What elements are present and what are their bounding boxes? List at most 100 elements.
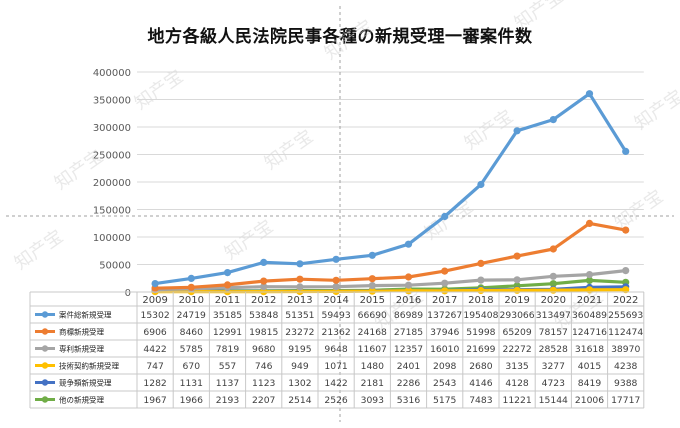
watermark-text: 知产宝 [461,106,517,154]
table-cell: 15144 [539,395,568,406]
watermark-text: 知产宝 [611,186,667,234]
table-cell: 21699 [466,344,495,355]
table-cell: 22272 [502,344,531,355]
data-point [223,269,232,277]
table-cell: 2526 [324,395,348,406]
table-cell: 1137 [216,378,240,389]
table-cell: 11607 [358,344,387,355]
table-cell: 19815 [249,327,278,338]
data-point [332,283,340,291]
data-point [332,276,340,284]
table-cell: 12357 [394,344,423,355]
table-cell: 2098 [433,361,457,372]
legend-label: 案件総新規受理 [59,310,112,320]
data-point [549,272,557,280]
legend-label: 技術契約新規受理 [59,361,119,371]
data-point [477,286,485,295]
x-tick-label: 2009 [142,295,167,306]
table-cell: 2286 [397,378,421,389]
data-point [296,283,304,291]
data-point [477,259,485,267]
table-cell: 746 [255,361,273,372]
legend-marker [41,345,49,352]
x-tick-label: 2012 [251,295,276,306]
x-tick-label: 2011 [215,295,240,306]
data-point [513,127,521,135]
table-cell: 66690 [358,310,387,321]
data-point [260,277,268,285]
series-line-2 [153,269,628,292]
table-cell: 12991 [213,327,242,338]
watermark-text: 知产宝 [221,216,277,264]
data-point [513,286,521,294]
table-cell: 949 [291,361,309,372]
legend-label: 専利新規受理 [59,344,104,354]
table-cell: 24168 [358,327,387,338]
legend-marker [41,396,49,403]
table-cell: 9388 [614,378,638,389]
table-cell: 16010 [430,344,459,355]
table-cell: 1302 [288,378,311,389]
data-point [368,282,376,290]
y-axis: 0 50000 100000 150000 200000 250000 300000 3500… [93,68,131,299]
y-tick-label: 300000 [93,123,131,134]
x-tick-label: 2017 [432,295,457,306]
watermark-text: 知产宝 [131,66,187,114]
x-tick-label: 2013 [287,295,312,306]
table-cell: 670 [183,361,201,372]
legend-marker [41,379,49,386]
data-point [549,245,557,253]
table-cell: 9680 [252,344,276,355]
table-cell: 2514 [288,395,312,406]
data-point [404,240,413,248]
x-tick-label: 2019 [504,295,529,306]
table-cell: 51998 [466,327,495,338]
watermark-text: 知产宝 [321,16,377,64]
table-cell: 1131 [180,378,203,389]
table-cell: 21006 [575,395,604,406]
table-cell: 28528 [539,344,568,355]
table-cell: 5316 [397,395,421,406]
data-table: 2009 2010 2011 2012 2013 2014 2015 2016 2017 2018… [29,291,645,409]
table-cell: 4238 [614,361,638,372]
y-tick-label: 200000 [93,178,131,189]
table-cell: 21362 [321,327,350,338]
data-point [404,281,413,289]
data-point [260,283,268,291]
legend-label: 他の新規受理 [59,395,104,405]
data-point [549,116,557,124]
table-cell: 7483 [469,395,493,406]
series-line-1 [153,221,628,290]
data-point [622,226,630,234]
data-point [549,286,557,294]
data-point [477,276,485,284]
table-cell: 313497 [536,310,571,321]
table-cell: 1966 [180,395,204,406]
table-cell: 53848 [249,310,278,321]
data-point [622,267,630,275]
table-cell: 4146 [469,378,493,389]
table-cell: 2193 [216,395,240,406]
table-cell: 557 [219,361,237,372]
table-cell: 1071 [324,361,347,372]
table-cell: 17717 [611,395,640,406]
watermark-text: 知产宝 [11,226,67,274]
table-cell: 2680 [469,361,493,372]
table-cell: 1123 [252,378,276,389]
data-point [332,255,340,263]
table-cell: 31618 [575,344,604,355]
table-cell: 137267 [427,310,462,321]
table-cell: 2401 [397,361,420,372]
y-tick-label: 150000 [93,206,131,217]
table-cell: 8460 [180,327,204,338]
table-cell: 4128 [505,378,529,389]
table-cell: 86989 [394,310,423,321]
table-cell: 2181 [361,378,384,389]
table-cell: 35185 [213,310,242,321]
data-point [622,147,630,155]
x-tick-label: 2018 [468,295,493,306]
data-point [513,276,521,284]
table-cell: 293066 [500,310,535,321]
table-cell: 8419 [578,378,602,389]
